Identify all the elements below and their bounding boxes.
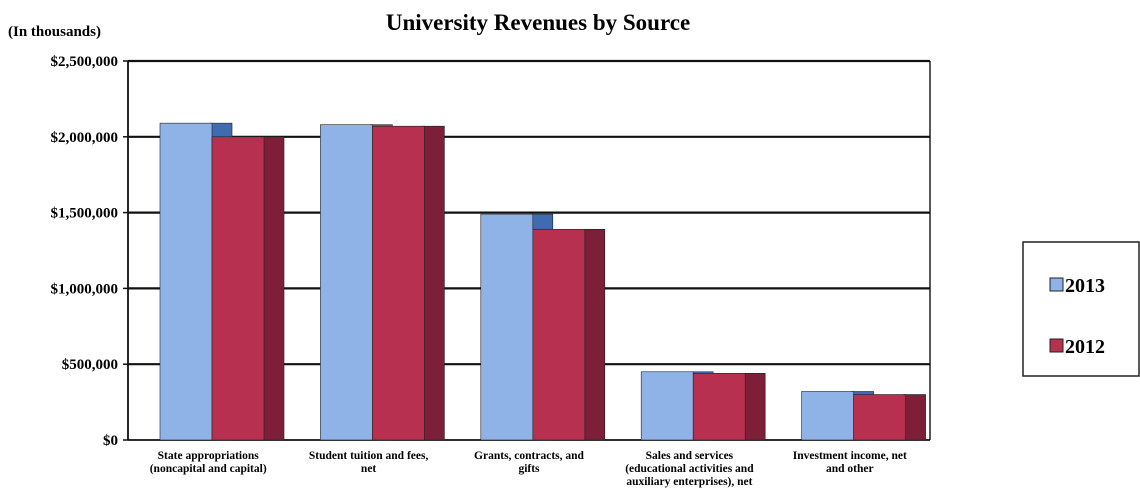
- legend: 2013 2012: [1022, 241, 1140, 377]
- y-tick-label: $2,500,000: [51, 54, 119, 70]
- legend-swatch-2013: [1049, 277, 1064, 292]
- y-tick-labels: $0 $500,000 $1,000,000 $1,500,000 $2,000,000…: [51, 54, 119, 449]
- x-tick-label-line: net: [361, 463, 377, 475]
- legend-swatch-2012: [1049, 338, 1064, 353]
- x-tick-labels: State appropriations (noncapital and capi…: [150, 450, 907, 488]
- bar-2012: [692, 372, 746, 441]
- x-tick-label-line: Investment income, net: [793, 450, 907, 462]
- bar-2013: [480, 213, 534, 441]
- x-tick-label-line: (educational activities and: [625, 463, 754, 475]
- x-tick-label-line: gifts: [518, 463, 540, 475]
- y-unit-label: (In thousands): [8, 24, 101, 40]
- bar-2012: [211, 136, 265, 441]
- x-tick-label: Student tuition and fees, net: [309, 450, 429, 475]
- x-tick-label: Sales and services (educational activitie…: [625, 450, 754, 488]
- bar-side-2012: [422, 125, 445, 441]
- legend-box: [1022, 241, 1140, 377]
- x-tick-label-line: Sales and services: [646, 450, 734, 462]
- x-tick-label: State appropriations (noncapital and capi…: [150, 450, 267, 475]
- x-tick-label-line: Grants, contracts, and: [474, 450, 584, 462]
- chart-title: University Revenues by Source: [386, 10, 690, 35]
- x-tick-label-line: State appropriations: [158, 450, 260, 462]
- bar-side-2012: [261, 136, 285, 441]
- y-tick-label: $0: [103, 433, 118, 449]
- bar-side-2012: [582, 228, 606, 441]
- x-tick-label: Grants, contracts, and gifts: [474, 450, 584, 475]
- y-tick-label: $1,000,000: [51, 281, 119, 297]
- x-tick-label-line: Student tuition and fees,: [309, 450, 429, 462]
- x-tick-label: Investment income, net and other: [793, 450, 907, 475]
- x-tick-label-line: and other: [826, 463, 874, 475]
- x-tick-label-line: auxiliary enterprises), net: [626, 476, 752, 488]
- y-tick-label: $1,500,000: [51, 206, 119, 222]
- bar-2013: [320, 124, 373, 441]
- bar-2013: [801, 391, 854, 441]
- bar-2012: [853, 394, 906, 441]
- bar-side-2012: [903, 394, 926, 441]
- bar-2013: [640, 371, 694, 441]
- legend-label-2012: 2012: [1065, 336, 1105, 358]
- bar-2012: [532, 228, 586, 441]
- bar-side-2012: [742, 372, 766, 441]
- bar-2013: [159, 122, 213, 441]
- legend-label-2013: 2013: [1065, 275, 1105, 297]
- y-tick-label: $500,000: [62, 357, 118, 373]
- bar-2012: [372, 125, 425, 441]
- x-tick-label-line: (noncapital and capital): [150, 463, 267, 475]
- bars: [159, 122, 926, 441]
- y-tick-label: $2,000,000: [51, 130, 119, 146]
